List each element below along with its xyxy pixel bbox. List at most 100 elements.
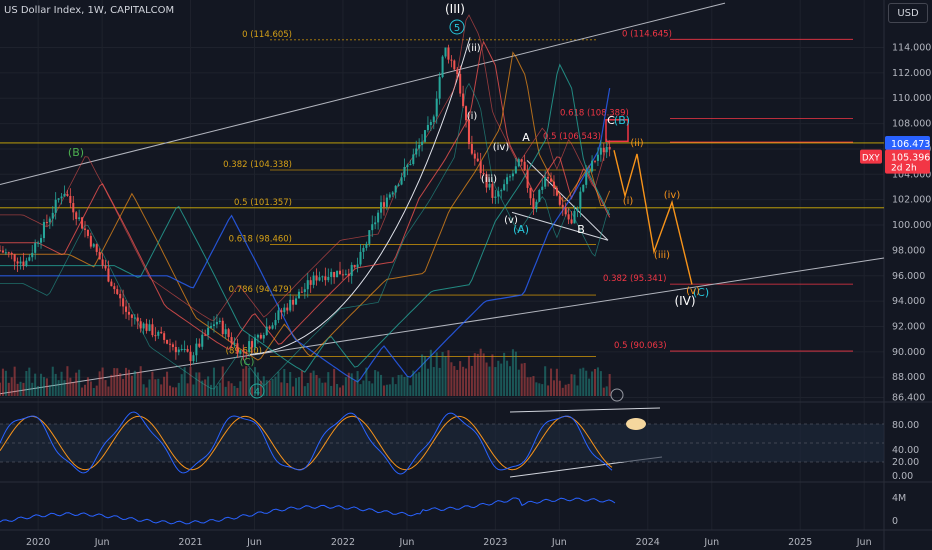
volume-bar	[145, 387, 148, 396]
volume-bar	[297, 377, 300, 396]
candle-body	[160, 331, 163, 334]
candle-body	[236, 343, 239, 354]
chart-title: US Dollar Index, 1W, CAPITALCOM	[4, 5, 175, 16]
candle-body	[127, 311, 130, 315]
volume-bar	[347, 372, 350, 396]
volume-bar	[286, 383, 289, 396]
volume-bar	[380, 374, 383, 396]
candle-body	[318, 277, 321, 281]
volume-bar	[403, 376, 406, 396]
candle-body	[365, 243, 368, 248]
volume-bar	[482, 353, 485, 396]
volume-bar	[312, 370, 315, 396]
volume-bar	[465, 368, 468, 396]
candle-body	[151, 324, 154, 336]
candle-body	[242, 350, 245, 352]
volume-bar	[86, 377, 89, 396]
symbol-badge	[860, 149, 882, 164]
volume-bar	[523, 363, 526, 396]
candle-body	[391, 192, 394, 195]
candle-body	[31, 252, 34, 258]
candle-body	[330, 271, 333, 277]
volume-bar	[4, 370, 7, 396]
candle-body	[75, 212, 78, 220]
volume-bar	[242, 368, 245, 396]
fib-left-label: 0.618 (98.460)	[229, 235, 292, 245]
candle-body	[280, 310, 283, 313]
candle-body	[289, 299, 292, 311]
candle-body	[415, 148, 418, 155]
candle-body	[438, 77, 441, 99]
candle-body	[485, 174, 488, 188]
candle-body	[377, 212, 380, 223]
candle-body	[309, 280, 312, 285]
candle-body	[388, 194, 391, 198]
volume-bar	[599, 371, 602, 396]
volume-bar	[277, 371, 280, 396]
wave-4: 4	[254, 387, 260, 398]
envelope-upper	[0, 14, 611, 322]
candle-body	[374, 222, 377, 225]
volume-bar	[532, 376, 535, 396]
stoch-k-line	[0, 411, 613, 475]
currency-button[interactable]: USD	[888, 3, 928, 23]
price-tick-label: 114.000	[892, 43, 931, 54]
volume-bar	[494, 367, 497, 396]
candle-body	[4, 252, 7, 254]
candle-body	[177, 349, 180, 353]
volume-bar	[168, 385, 172, 396]
volume-bar	[511, 349, 514, 396]
symbol-label: DXY	[862, 154, 880, 164]
volume-bar	[470, 365, 473, 396]
volume-bar	[529, 377, 532, 396]
volume-bar	[215, 386, 218, 396]
volume-bar	[318, 378, 321, 396]
volume-bar	[122, 378, 125, 396]
candle-body	[13, 254, 16, 262]
volume-bar	[409, 385, 412, 396]
candle-body	[271, 325, 274, 329]
candle-body	[435, 98, 438, 117]
candle-body	[432, 116, 435, 123]
candle-body	[418, 144, 421, 149]
ma-fast	[0, 40, 611, 350]
volume-bar	[224, 386, 227, 396]
volume-bar	[497, 360, 500, 396]
candle-body	[180, 349, 183, 351]
wave-C-left: (C)	[240, 357, 255, 368]
volume-bar	[233, 385, 236, 396]
fib-right-label: 0.382 (95.341)	[603, 274, 666, 284]
volume-bar	[500, 363, 503, 396]
candle-body	[256, 334, 259, 338]
volume-bar	[365, 367, 368, 396]
candle-body	[547, 177, 550, 179]
volume-bar	[356, 371, 359, 396]
volume-bar	[16, 383, 19, 396]
candle-body	[274, 319, 277, 326]
volume-bar	[508, 366, 512, 396]
proj-v: (v)	[686, 286, 700, 297]
wave-v: (v)	[504, 215, 518, 226]
wave-labels: (III)5(ii)(i)(iv)(iii)(v)AB(A)C (B)(B)4(C…	[68, 2, 709, 402]
volume-bar	[605, 386, 608, 396]
time-tick-label: Jun	[399, 537, 415, 548]
volume-bar	[40, 373, 43, 396]
price-tick-label: 112.000	[892, 68, 931, 79]
volume-bar	[608, 374, 611, 396]
candle-body	[467, 120, 470, 145]
candle-body	[333, 271, 336, 278]
price-tick-label: 108.000	[892, 119, 931, 130]
parabolic-curve	[249, 37, 471, 355]
candle-body	[168, 343, 172, 345]
volume-bar	[485, 362, 488, 396]
candle-body	[450, 59, 453, 61]
volume-bar	[95, 385, 98, 396]
volume-bar	[283, 368, 286, 396]
volume-bar	[166, 371, 169, 396]
volume-bar	[341, 385, 344, 396]
volume-bar	[180, 374, 183, 396]
volume-bar	[174, 387, 177, 396]
volume-line	[0, 497, 616, 525]
